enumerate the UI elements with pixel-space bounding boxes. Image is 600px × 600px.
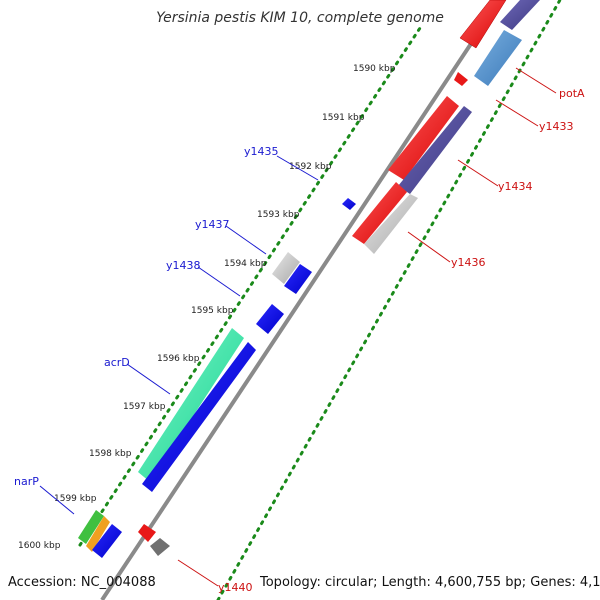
tick-label: 1595 kbp: [191, 306, 234, 316]
genome-backbone: [100, 0, 502, 600]
feature-potA[interactable]: [474, 30, 522, 86]
feature-acrD[interactable]: [138, 328, 244, 482]
accession-text: Accession: NC_004088: [8, 575, 156, 590]
gene-label-y1435[interactable]: y1435: [244, 145, 279, 158]
tick-label: 1597 kbp: [123, 402, 166, 412]
tick-label: 1599 kbp: [54, 494, 97, 504]
outer-tick-track: [78, 26, 422, 547]
feature-y1434[interactable]: [398, 106, 472, 194]
feature-top-purple[interactable]: [500, 0, 540, 30]
gene-label-y1433[interactable]: y1433: [539, 120, 574, 133]
gene-label-y1434[interactable]: y1434: [498, 180, 533, 193]
topology-text: Topology: circular; Length: 4,600,755 bp…: [259, 575, 600, 590]
gene-label-y1438[interactable]: y1438: [166, 259, 201, 272]
tick-label: 1600 kbp: [18, 541, 61, 551]
tick-label: 1592 kbp: [289, 162, 332, 172]
map-title: Yersinia pestis KIM 10, complete genome: [156, 10, 444, 26]
gene-label-acrD[interactable]: acrD: [104, 356, 130, 369]
tick-label: 1594 kbp: [224, 259, 267, 269]
feature-y1438-b[interactable]: [256, 304, 284, 334]
label-leaders: [39, 67, 557, 587]
gene-label-narP[interactable]: narP: [14, 475, 39, 488]
gene-label-y1436[interactable]: y1436: [451, 256, 486, 269]
gene-label-y1437[interactable]: y1437: [195, 218, 230, 231]
tick-label: 1590 kbp: [353, 64, 396, 74]
feature-y1436[interactable]: [364, 194, 418, 254]
reverse-strand-features: [78, 198, 356, 558]
feature-narP-green[interactable]: [78, 510, 104, 544]
feature-narP-blue[interactable]: [92, 524, 122, 558]
feature-y1438-a[interactable]: [284, 264, 312, 294]
feature-y1437[interactable]: [272, 252, 300, 284]
tick-label: 1598 kbp: [89, 449, 132, 459]
feature-y1433[interactable]: [388, 96, 459, 180]
gene-label-potA[interactable]: potA: [559, 87, 585, 100]
tick-label: 1593 kbp: [257, 210, 300, 220]
kbp-ticks: 1590 kbp 1591 kbp 1592 kbp 1593 kbp 1594…: [18, 64, 396, 551]
feature-dark-gray[interactable]: [150, 538, 170, 556]
feature-acrD-blue[interactable]: [142, 342, 256, 492]
feature-y1435[interactable]: [342, 198, 356, 210]
gene-labels-left: y1435 y1437 y1438 acrD narP: [14, 145, 279, 488]
forward-strand-features: [138, 0, 540, 556]
feature-narP-orange[interactable]: [86, 516, 110, 552]
feature-top-red[interactable]: [459, 0, 507, 49]
gene-label-y1440[interactable]: y1440: [218, 581, 253, 594]
feature-y1440[interactable]: [138, 524, 156, 542]
tick-label: 1591 kbp: [322, 113, 365, 123]
tick-label: 1596 kbp: [157, 354, 200, 364]
inner-tick-track: [216, 0, 562, 600]
feature-y1436-red[interactable]: [352, 182, 407, 244]
gene-labels-right: potA y1433 y1434 y1436 y1440: [218, 87, 585, 594]
feature-red-small[interactable]: [454, 72, 468, 86]
